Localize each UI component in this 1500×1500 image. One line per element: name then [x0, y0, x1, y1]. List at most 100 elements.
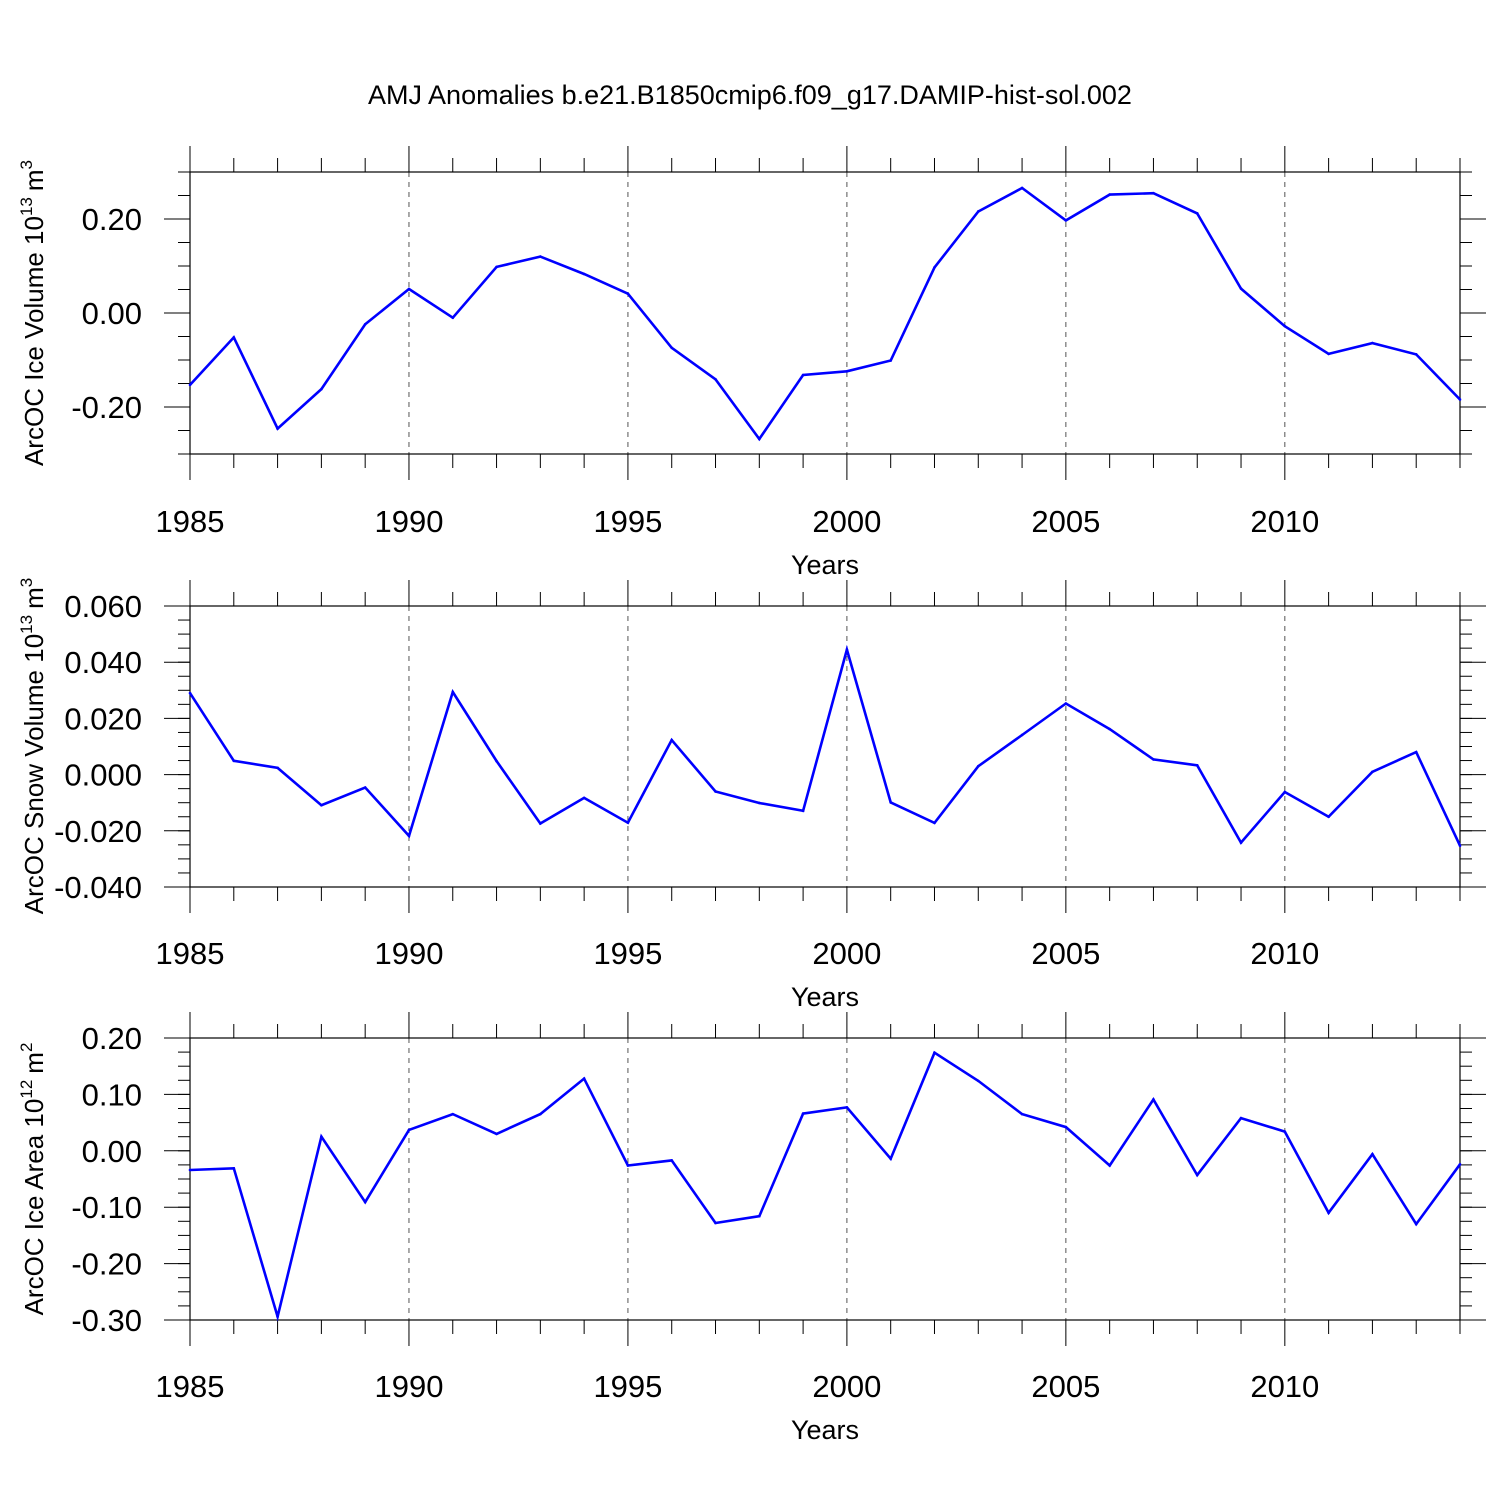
data-point: [495, 759, 498, 763]
x-tick-label: 1995: [593, 1369, 662, 1404]
data-point: [1371, 1152, 1374, 1156]
data-point: [670, 346, 674, 350]
data-point: [232, 759, 236, 763]
data-point: [714, 1221, 717, 1225]
data-point: [1414, 353, 1418, 356]
y-tick-label: 0.00: [82, 296, 142, 331]
data-point: [1108, 727, 1111, 731]
data-point: [1108, 193, 1111, 196]
data-point: [801, 809, 805, 813]
x-tick-label: 2000: [812, 504, 881, 539]
data-point: [1195, 1173, 1199, 1177]
figure-title: AMJ Anomalies b.e21.B1850cmip6.f09_g17.D…: [368, 80, 1132, 110]
y-axis-label: ArcOC Snow Volume 1013 m3: [17, 578, 49, 914]
data-point: [1283, 1130, 1287, 1133]
data-point: [933, 1051, 936, 1054]
data-point: [188, 383, 192, 387]
data-point: [451, 1112, 455, 1116]
y-tick-label: 0.20: [82, 1021, 142, 1056]
data-point: [232, 336, 236, 339]
panel-1: 0.20 0.00 -0.20 1985 1990 1995 2000 2005 2010 Yea…: [17, 146, 1486, 580]
y-axis-unit-power: 3: [17, 578, 36, 587]
data-point: [845, 648, 849, 651]
data-point: [1020, 1112, 1024, 1116]
data-point: [1371, 341, 1374, 345]
y-axis-unit-power: 2: [17, 1043, 36, 1052]
data-point: [1327, 1211, 1330, 1215]
data-point: [1458, 844, 1462, 847]
data-point: [407, 1128, 411, 1132]
y-axis-unit: m: [19, 169, 49, 191]
data-point: [320, 1135, 323, 1138]
x-tick-label: 1990: [374, 1369, 443, 1404]
y-axis-unit-base: 10: [19, 216, 49, 245]
data-point: [495, 1132, 498, 1136]
data-point: [933, 821, 936, 825]
x-tick-label: 1985: [156, 504, 225, 539]
data-point: [1020, 733, 1024, 737]
data-point: [451, 690, 455, 694]
x-tick-label: 2000: [812, 1369, 881, 1404]
data-point: [188, 1168, 192, 1172]
data-point: [1239, 1116, 1243, 1120]
data-point: [188, 691, 192, 695]
data-point: [276, 766, 279, 770]
data-point: [1064, 702, 1068, 705]
x-tick-label: 2005: [1031, 1369, 1100, 1404]
y-tick-label: -0.20: [71, 1247, 142, 1282]
x-tick-label: 1990: [374, 504, 443, 539]
y-axis-label-name: ArcOC Snow Volume: [19, 670, 49, 914]
data-point: [1283, 324, 1287, 328]
data-point: [1283, 790, 1287, 794]
data-point: [539, 255, 542, 258]
y-tick-label: 0.00: [82, 1134, 142, 1169]
x-tick-label: 2005: [1031, 504, 1100, 539]
data-point: [1020, 186, 1024, 190]
y-tick-label: -0.10: [71, 1190, 142, 1225]
data-point: [626, 292, 630, 296]
panel-3: 0.20 0.10 0.00 -0.10 -0.20 -0.30 1985 1990 1995 2…: [17, 1012, 1486, 1445]
data-point: [363, 786, 367, 789]
y-axis-unit-exponent: 13: [17, 197, 36, 216]
data-point: [1152, 1098, 1155, 1101]
x-tick-label: 2010: [1250, 1369, 1319, 1404]
data-point: [363, 1200, 367, 1204]
x-tick-label: 1995: [593, 504, 662, 539]
y-tick-label: 0.060: [64, 589, 142, 624]
data-point: [626, 821, 630, 824]
data-point: [1458, 1163, 1462, 1166]
data-point: [670, 738, 674, 742]
x-tick-label: 1985: [156, 936, 225, 971]
data-point: [276, 427, 279, 430]
data-point: [582, 796, 586, 800]
y-axis-unit-base: 10: [19, 634, 49, 663]
y-axis-unit-exponent: 12: [17, 1080, 36, 1099]
y-axis-label: ArcOC Ice Volume 1013 m3: [17, 160, 49, 466]
data-point: [889, 1157, 892, 1160]
data-point: [1195, 764, 1199, 767]
data-point: [1152, 191, 1155, 195]
data-point: [1195, 212, 1199, 215]
data-point: [320, 387, 323, 391]
y-axis-unit: m: [19, 1052, 49, 1074]
data-point: [1064, 219, 1068, 222]
data-point: [539, 822, 542, 825]
data-point: [1414, 1222, 1418, 1226]
data-point: [407, 287, 411, 291]
y-tick-label: 0.040: [64, 645, 142, 680]
y-tick-label: -0.30: [71, 1303, 142, 1338]
y-tick-label: 0.20: [82, 202, 142, 237]
data-point: [1458, 398, 1462, 401]
data-point: [1327, 815, 1330, 819]
data-point: [1371, 770, 1374, 774]
x-tick-label: 2010: [1250, 936, 1319, 971]
data-point: [845, 369, 849, 373]
data-point: [714, 790, 717, 793]
y-tick-label: 0.000: [64, 758, 142, 793]
data-point: [495, 265, 498, 269]
y-tick-label: -0.040: [54, 870, 142, 905]
y-axis-unit-base: 10: [19, 1099, 49, 1128]
data-point: [451, 316, 455, 320]
data-point: [976, 210, 980, 213]
